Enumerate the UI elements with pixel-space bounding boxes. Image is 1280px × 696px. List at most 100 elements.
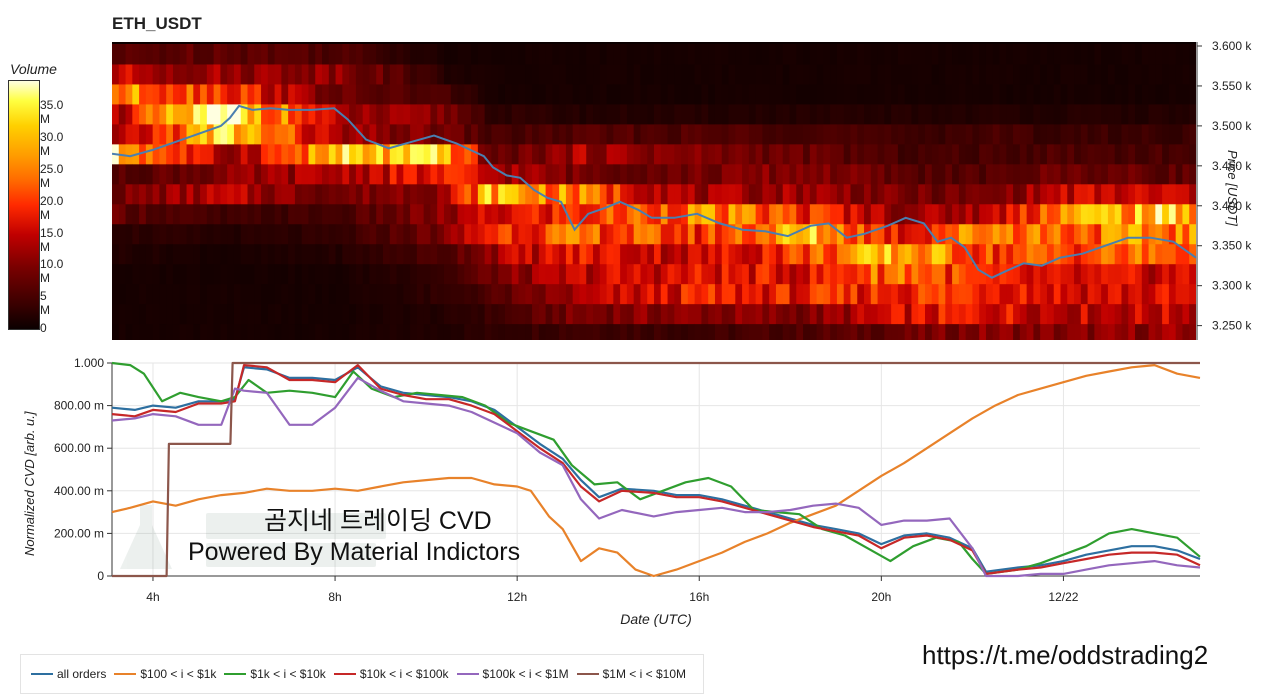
heatmap-cell xyxy=(904,143,913,165)
heatmap-cell xyxy=(1019,83,1028,105)
heatmap-cell xyxy=(1182,243,1190,265)
heatmap-cell xyxy=(1107,183,1116,205)
heatmap-cell xyxy=(301,63,310,85)
heatmap-cell xyxy=(952,223,960,245)
heatmap-cell xyxy=(572,183,581,205)
volume-heatmap[interactable] xyxy=(112,42,1196,340)
heatmap-cell xyxy=(498,83,506,105)
heatmap-cell xyxy=(918,283,926,305)
heatmap-cell xyxy=(945,323,953,340)
heatmap-cell xyxy=(606,163,614,185)
heatmap-cell xyxy=(972,143,980,165)
heatmap-cell xyxy=(1121,263,1129,285)
heatmap-cell xyxy=(877,243,885,265)
heatmap-cell xyxy=(1094,143,1102,165)
heatmap-cell xyxy=(830,63,838,85)
heatmap-cell xyxy=(1013,243,1021,265)
heatmap-cell xyxy=(850,243,858,265)
heatmap-cell xyxy=(457,123,465,145)
heatmap-cell xyxy=(782,243,791,265)
heatmap-cell xyxy=(410,163,418,185)
heatmap-cell xyxy=(443,323,452,340)
heatmap-cell xyxy=(220,203,228,225)
heatmap-cell xyxy=(1040,163,1048,185)
heatmap-cell xyxy=(1040,83,1048,105)
heatmap-cell xyxy=(281,223,289,245)
heatmap-cell xyxy=(850,203,858,225)
heatmap-cell xyxy=(200,283,208,305)
heatmap-cell xyxy=(620,163,628,185)
heatmap-cell xyxy=(227,63,235,85)
heatmap-cell xyxy=(593,83,601,105)
heatmap-cell xyxy=(1121,163,1129,185)
heatmap-cell xyxy=(708,263,716,285)
heatmap-cell xyxy=(389,44,398,65)
heatmap-cell xyxy=(958,283,967,305)
heatmap-cell xyxy=(1128,123,1136,145)
heatmap-cell xyxy=(687,183,696,205)
heatmap-cell xyxy=(633,323,642,340)
heatmap-cell xyxy=(430,183,438,205)
heatmap-cell xyxy=(1080,123,1089,145)
legend-item[interactable]: $1M < i < $10M xyxy=(576,667,686,681)
heatmap-cell xyxy=(484,203,493,225)
heatmap-cell xyxy=(132,243,140,265)
heatmap-cell xyxy=(1074,44,1082,65)
heatmap-cell xyxy=(864,44,872,65)
heatmap-cell xyxy=(620,103,628,125)
heatmap-cell xyxy=(294,103,303,125)
heatmap-cell xyxy=(355,203,364,225)
heatmap-cell xyxy=(735,223,743,245)
heatmap-cell xyxy=(999,63,1007,85)
heatmap-cell xyxy=(864,283,872,305)
heatmap-cell xyxy=(545,103,553,125)
heatmap-cell xyxy=(606,63,614,85)
heatmap-cell xyxy=(532,303,540,325)
heatmap-cell xyxy=(288,223,296,245)
heatmap-cell xyxy=(274,303,282,325)
heatmap-cell xyxy=(159,243,167,265)
heatmap-cell xyxy=(816,163,824,185)
heatmap-cell xyxy=(538,223,547,245)
heatmap-cell xyxy=(322,83,330,105)
heatmap-cell xyxy=(1006,223,1014,245)
heatmap-cell xyxy=(511,143,520,165)
heatmap-cell xyxy=(728,283,736,305)
heatmap-cell xyxy=(660,83,669,105)
heatmap-cell xyxy=(762,243,770,265)
heatmap-cell xyxy=(992,163,1001,185)
heatmap-cell xyxy=(545,323,553,340)
colorbar-tick-label: 10.0 M xyxy=(40,257,64,286)
heatmap-cell xyxy=(647,243,655,265)
heatmap-cell xyxy=(267,283,276,305)
heatmap-cell xyxy=(884,183,892,205)
heatmap-cell xyxy=(118,44,127,65)
heatmap-cell xyxy=(532,203,540,225)
heatmap-cell xyxy=(220,263,228,285)
heatmap-cell xyxy=(525,243,533,265)
heatmap-cell xyxy=(918,323,926,340)
heatmap-cell xyxy=(294,143,303,165)
heatmap-cell xyxy=(586,263,594,285)
heatmap-cell xyxy=(443,44,452,65)
heatmap-cell xyxy=(498,243,506,265)
heatmap-cell xyxy=(1019,243,1028,265)
heatmap-cell xyxy=(315,63,323,85)
heatmap-cell xyxy=(457,63,465,85)
legend-item[interactable]: $1k < i < $10k xyxy=(224,667,326,681)
heatmap-cell xyxy=(152,163,161,185)
legend-item[interactable]: $100 < i < $1k xyxy=(114,667,216,681)
legend-item[interactable]: $100k < i < $1M xyxy=(456,667,569,681)
heatmap-cell xyxy=(498,44,506,65)
heatmap-cell xyxy=(1175,223,1184,245)
heatmap-cell xyxy=(220,183,228,205)
heatmap-cell xyxy=(139,103,147,125)
heatmap-cell xyxy=(518,203,526,225)
heatmap-cell xyxy=(1162,123,1170,145)
heatmap-cell xyxy=(694,63,703,85)
heatmap-cell xyxy=(220,63,228,85)
telegram-link[interactable]: https://t.me/oddstrading2 xyxy=(922,640,1209,670)
legend-item[interactable]: all orders xyxy=(31,667,106,681)
legend-item[interactable]: $10k < i < $100k xyxy=(333,667,449,681)
